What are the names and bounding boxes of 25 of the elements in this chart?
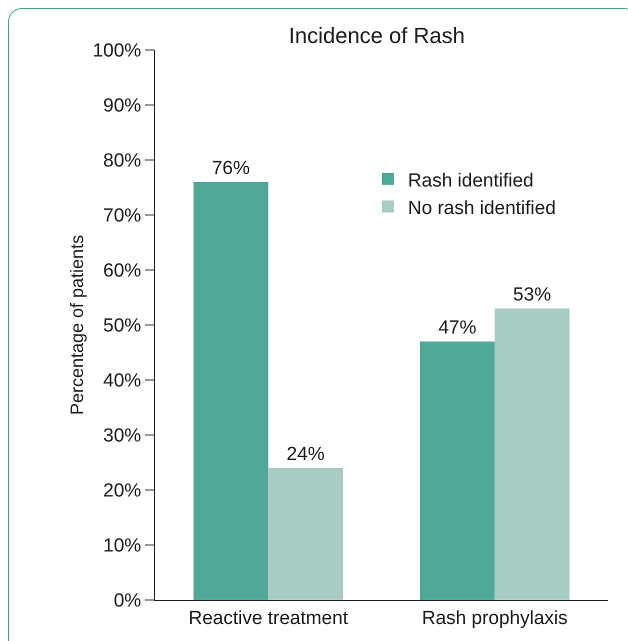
y-tick-label: 100% <box>92 40 142 62</box>
y-tick-label: 50% <box>103 316 142 337</box>
y-tick-label: 10% <box>103 536 142 557</box>
bar <box>420 342 495 600</box>
chart-title: Incidence of Rash <box>288 22 465 48</box>
y-tick-label: 40% <box>103 370 142 392</box>
x-tick-label: Reactive treatment <box>188 608 349 629</box>
y-tick-label: 20% <box>103 480 142 502</box>
data-label: 53% <box>513 284 552 306</box>
y-tick-label: 60% <box>103 260 142 282</box>
y-tick-label: 80% <box>103 150 142 172</box>
y-tick-label: 70% <box>103 206 142 227</box>
bar <box>194 182 268 600</box>
legend-label: No rash identified <box>408 198 556 219</box>
legend-label: Rash identified <box>408 170 534 192</box>
y-axis-title: Percentage of patients <box>66 234 87 416</box>
x-tick-label: Rash prophylaxis <box>422 608 568 629</box>
bar <box>494 308 570 600</box>
data-label: 76% <box>212 158 250 179</box>
y-tick-label: 0% <box>114 590 142 612</box>
data-label: 47% <box>438 318 476 338</box>
data-label: 24% <box>286 444 325 465</box>
y-tick-label: 90% <box>103 96 142 117</box>
bar <box>268 468 343 600</box>
y-tick-label: 30% <box>103 426 142 447</box>
